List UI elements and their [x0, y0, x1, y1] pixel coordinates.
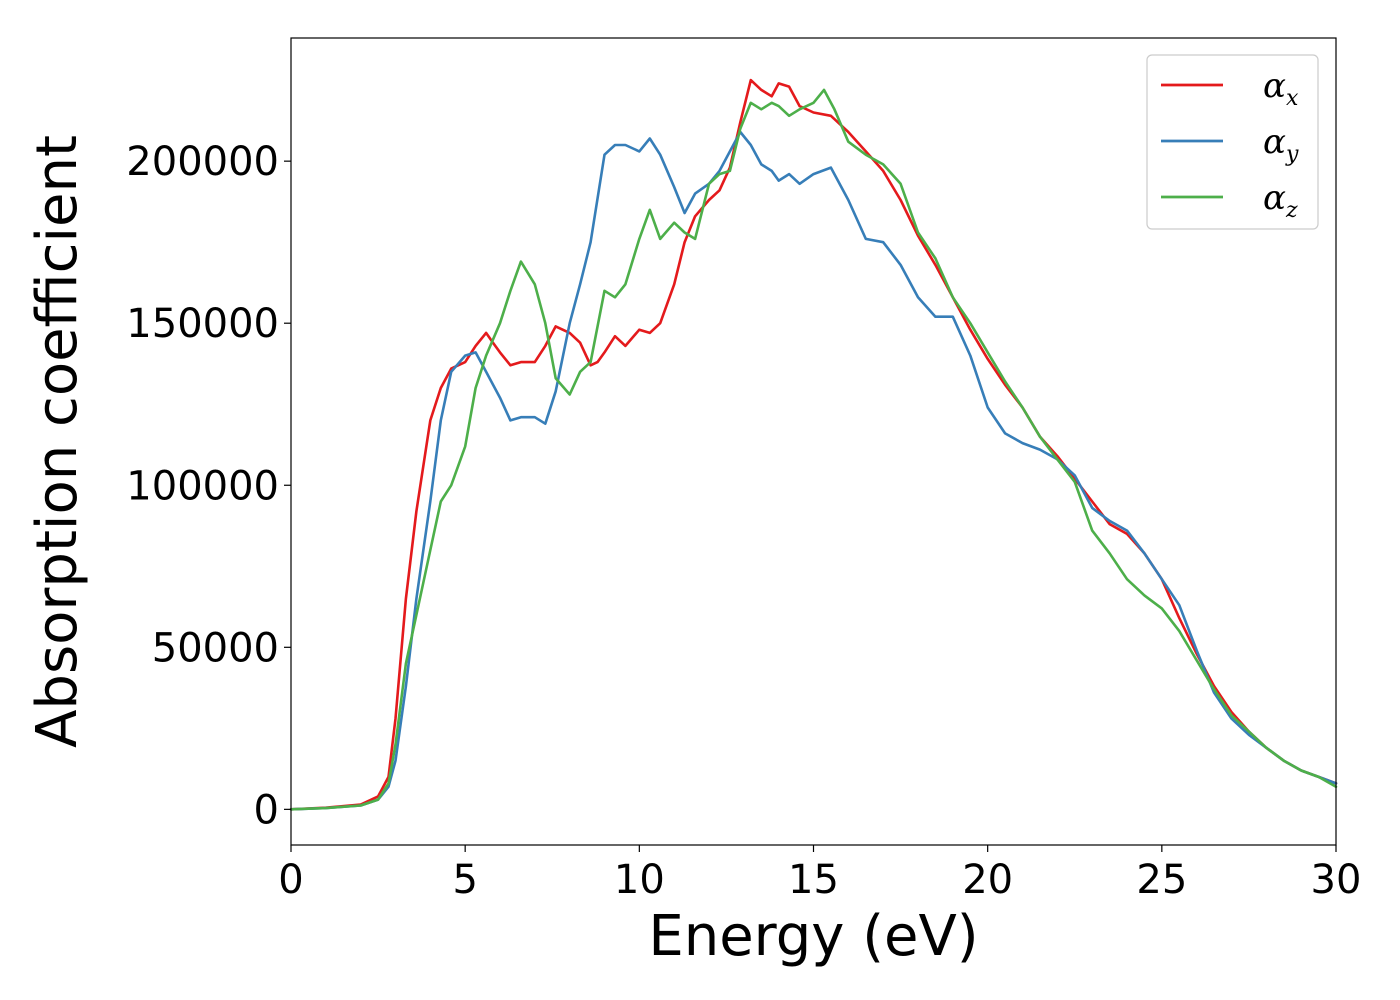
y-tick-label: 0: [254, 787, 279, 833]
y-axis-title: Absorption coefficient: [25, 135, 90, 748]
x-tick-label: 0: [278, 857, 303, 903]
x-tick-label: 30: [1311, 857, 1362, 903]
series-line-3: [289, 88, 1338, 811]
x-tick-label: 10: [614, 857, 665, 903]
series-line-1: [289, 78, 1338, 811]
series-line-2: [289, 130, 1338, 811]
legend-label-3: αz: [1263, 178, 1298, 223]
x-tick-label: 25: [1136, 857, 1187, 903]
y-tick-label: 200000: [126, 139, 279, 185]
y-tick-label: 150000: [126, 301, 279, 347]
series-layer: [289, 78, 1338, 811]
legend: αx αy αz: [1146, 54, 1319, 230]
x-tick-label: 5: [452, 857, 477, 903]
x-axis-title: Energy (eV): [648, 904, 978, 969]
x-tick-label: 15: [788, 857, 839, 903]
y-tick-label: 100000: [126, 463, 279, 509]
legend-box: [1146, 54, 1319, 230]
y-tick-label: 50000: [152, 625, 279, 671]
x-tick-label: 20: [962, 857, 1013, 903]
legend-label-1: αx: [1263, 66, 1299, 111]
axis-ticks: 0 5 10 15 20 25 30 0 50000 100000 150000 200000: [126, 139, 1361, 903]
legend-label-2: αy: [1263, 122, 1299, 167]
